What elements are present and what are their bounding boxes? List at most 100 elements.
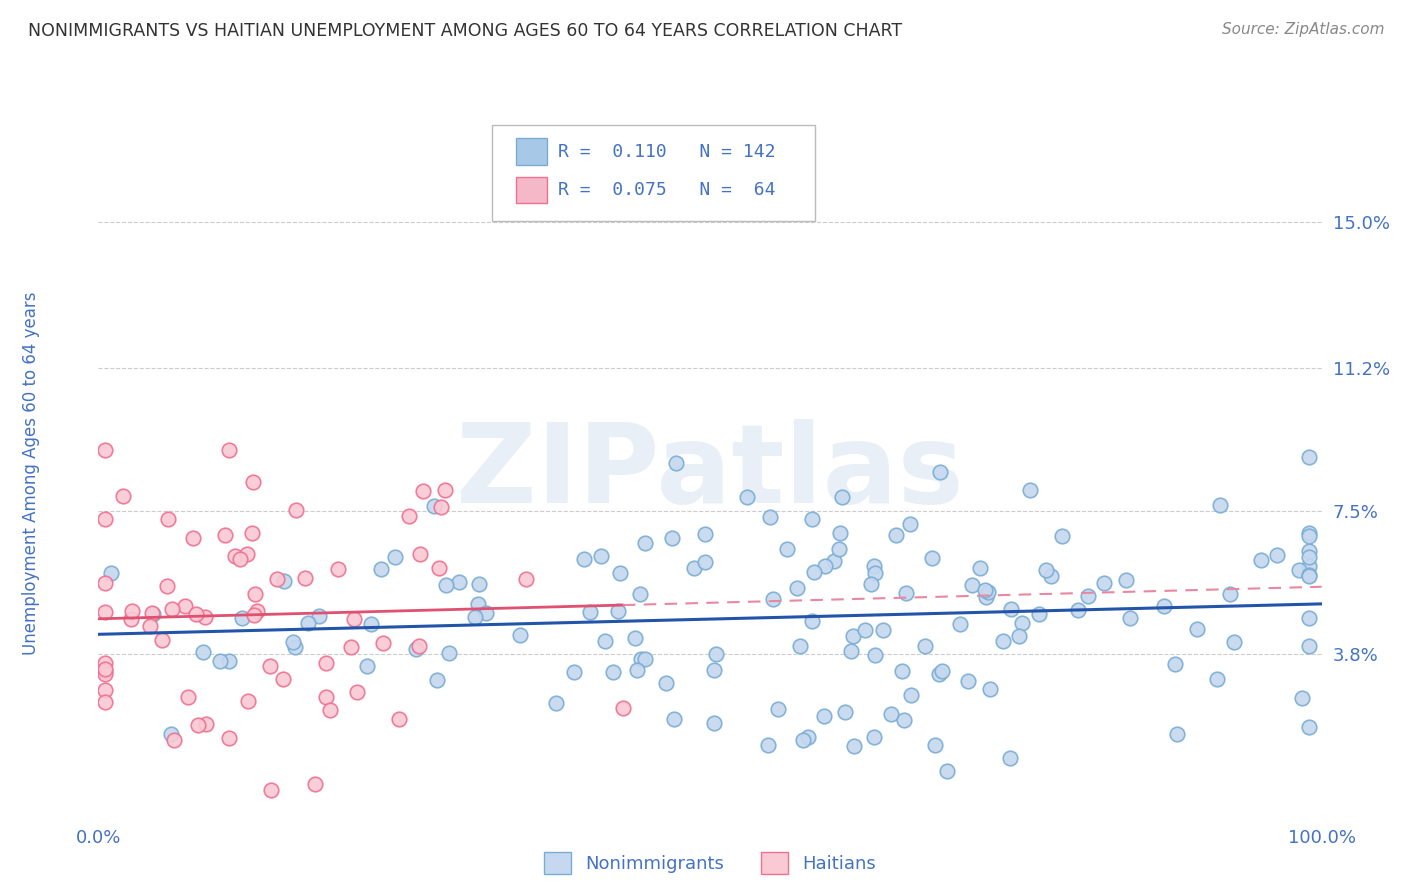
Point [163,732,186,747]
Point [245,586,267,600]
Point [890,664,912,678]
Point [831,491,853,505]
Point [1288,563,1310,577]
Point [319,703,342,717]
Point [398,509,420,524]
Point [830,525,852,540]
Point [606,605,628,619]
Point [814,558,837,573]
Text: R =  0.075   N =  64: R = 0.075 N = 64 [558,181,776,199]
Point [434,483,457,497]
Point [1298,525,1320,540]
Point [434,578,457,592]
Point [142,607,165,621]
Point [93,696,115,710]
Point [1223,635,1246,649]
Point [863,566,886,581]
Point [218,443,240,458]
Point [430,500,453,514]
Point [823,554,845,568]
Point [969,560,991,574]
Point [1011,615,1033,630]
Point [762,592,785,607]
Point [294,571,316,585]
Point [1298,639,1320,653]
Point [929,466,952,480]
Point [242,475,264,489]
Point [928,667,950,681]
Point [1298,569,1320,583]
Point [150,633,173,648]
Point [231,611,253,625]
Point [544,696,567,710]
Point [801,512,824,526]
Point [776,541,799,556]
Point [609,566,631,581]
Point [93,576,115,591]
Point [342,612,364,626]
Point [273,672,295,686]
Point [860,577,883,591]
Point [405,641,427,656]
Point [803,565,825,579]
Point [1298,544,1320,558]
Point [896,586,918,600]
Point [160,726,183,740]
Point [973,583,995,598]
Point [370,562,392,576]
Point [786,581,808,595]
Point [356,659,378,673]
Point [801,614,824,628]
Point [1035,563,1057,577]
Point [842,739,865,753]
Point [1164,657,1187,671]
Point [246,604,269,618]
Point [467,577,489,591]
Point [900,688,922,702]
Point [683,560,706,574]
Point [1050,529,1073,543]
Point [121,604,143,618]
Point [960,578,983,592]
Point [1298,450,1320,465]
Point [187,718,209,732]
Point [236,694,259,708]
Point [1298,550,1320,565]
Point [475,606,498,620]
Point [792,733,814,747]
Point [1298,610,1320,624]
Point [100,566,122,580]
Point [191,645,214,659]
Point [949,617,972,632]
Point [315,690,337,705]
Point [464,609,486,624]
Point [797,730,820,744]
Point [408,639,430,653]
Point [998,751,1021,765]
Point [1077,589,1099,603]
Point [340,640,363,654]
Point [841,643,863,657]
Point [1298,559,1320,574]
Point [612,701,634,715]
Point [141,606,163,620]
Point [1298,568,1320,582]
Point [624,631,647,645]
Point [208,654,231,668]
Point [218,654,240,668]
Point [467,597,489,611]
Point [218,731,240,746]
Point [828,542,851,557]
Point [1187,622,1209,636]
Point [1000,601,1022,615]
Point [112,489,135,503]
Point [661,531,683,545]
Point [813,708,835,723]
Point [1028,607,1050,622]
Point [704,647,727,661]
Point [297,615,319,630]
Point [1040,569,1063,583]
Point [240,526,263,541]
Point [1166,727,1188,741]
Point [371,636,394,650]
